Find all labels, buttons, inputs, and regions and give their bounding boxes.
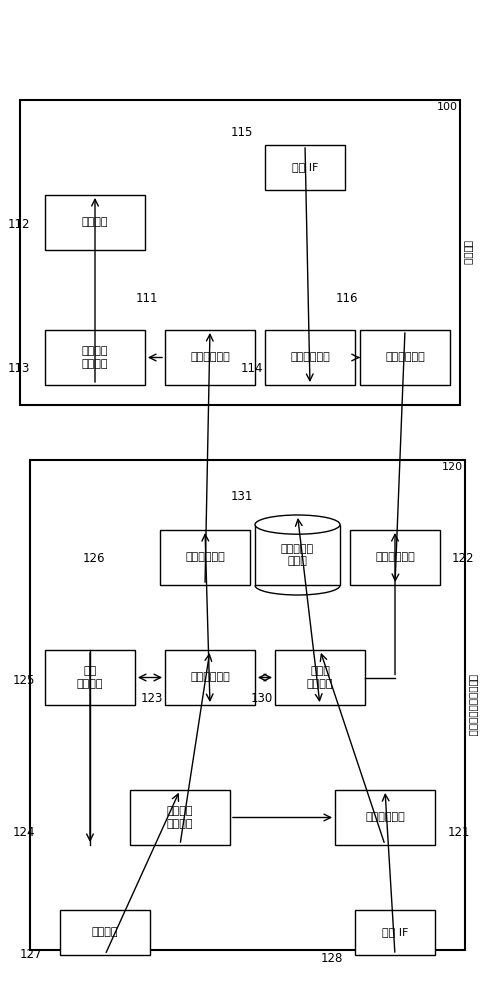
Bar: [334, 790, 434, 845]
Text: 130: 130: [250, 692, 273, 704]
Text: 操作检测单元: 操作检测单元: [364, 812, 404, 822]
Text: 信号发送单元: 信号发送单元: [384, 353, 424, 362]
Text: 用户 IF: 用户 IF: [291, 162, 318, 172]
Text: 车载信息显示处理装置: 车载信息显示处理装置: [467, 674, 477, 736]
Text: 100: 100: [436, 102, 457, 112]
Text: 用户 IF: 用户 IF: [381, 928, 407, 938]
Text: 操作检测单元: 操作检测单元: [290, 353, 329, 362]
Text: 113: 113: [8, 361, 30, 374]
Text: 中央处理单元: 中央处理单元: [190, 672, 229, 682]
Text: 画面显示
处理单元: 画面显示 处理单元: [166, 806, 193, 829]
Text: 信号接收单元: 信号接收单元: [190, 353, 229, 362]
Bar: [45, 195, 145, 250]
Text: 116: 116: [335, 292, 357, 304]
Text: 114: 114: [240, 361, 263, 374]
Bar: [354, 910, 434, 955]
Bar: [45, 650, 135, 705]
Text: 121: 121: [447, 826, 469, 838]
Text: 图像
处理单元: 图像 处理单元: [77, 666, 103, 689]
Text: 124: 124: [13, 826, 35, 838]
Text: 画面显示
处理单元: 画面显示 处理单元: [82, 346, 108, 369]
Text: 120: 120: [441, 462, 462, 472]
Bar: [160, 530, 249, 585]
Bar: [130, 790, 229, 845]
Bar: [265, 145, 344, 190]
Ellipse shape: [255, 515, 339, 534]
Bar: [275, 650, 364, 705]
Bar: [165, 650, 255, 705]
Text: 信号接收单元: 信号接收单元: [374, 552, 414, 562]
Text: 128: 128: [320, 952, 342, 964]
Text: 112: 112: [8, 219, 30, 232]
Text: 123: 123: [140, 692, 163, 704]
Text: 便携终端: 便携终端: [462, 240, 472, 265]
Bar: [255, 525, 339, 585]
Bar: [265, 330, 354, 385]
Bar: [20, 100, 459, 405]
Bar: [45, 330, 145, 385]
Bar: [349, 530, 439, 585]
Text: 显示画面: 显示画面: [82, 218, 108, 228]
Bar: [165, 330, 255, 385]
Text: 131: 131: [230, 490, 253, 504]
Bar: [60, 910, 150, 955]
Text: 显示装置: 显示装置: [92, 928, 118, 938]
Text: 数据库
控制单元: 数据库 控制单元: [306, 666, 333, 689]
Text: 操作说明书
数据库: 操作说明书 数据库: [281, 544, 314, 566]
Text: 126: 126: [82, 552, 105, 564]
Text: 115: 115: [230, 125, 253, 138]
Text: 122: 122: [451, 552, 473, 564]
Bar: [359, 330, 449, 385]
Text: 111: 111: [135, 292, 158, 304]
Text: 信号发送单元: 信号发送单元: [185, 552, 224, 562]
Text: 125: 125: [13, 674, 35, 686]
Text: 127: 127: [20, 948, 42, 962]
Bar: [30, 460, 464, 950]
